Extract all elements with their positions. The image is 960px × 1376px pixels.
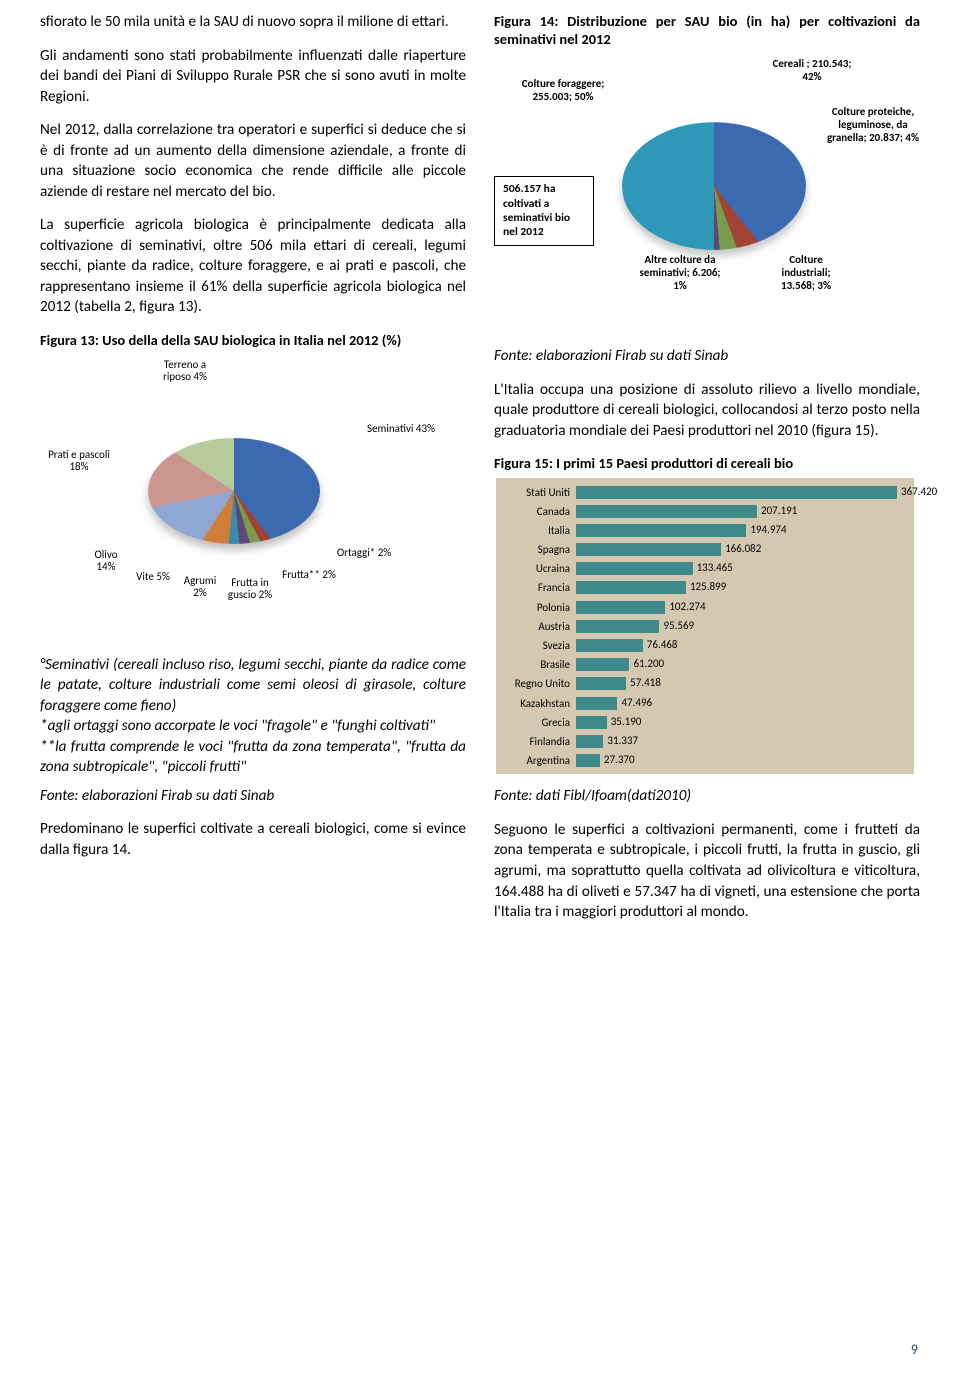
fig14-callout: 506.157 ha coltivati a seminativi bio ne… (494, 176, 594, 246)
slice-label: Seminativi 43% (366, 423, 436, 436)
page-number: 9 (911, 1341, 918, 1358)
right-column: Figura 14: Distribuzione per SAU bio (in… (494, 12, 920, 936)
fig13-note: °Seminativi (cereali incluso riso, legum… (40, 655, 466, 778)
bar-fill (576, 697, 617, 710)
bar-label: Regno Unito (496, 677, 576, 690)
slice-label: Agrumi 2% (176, 575, 224, 600)
bar-fill (576, 677, 626, 690)
bar-value: 31.337 (607, 734, 638, 747)
para: La superficie agricola biologica è princ… (40, 215, 466, 318)
bar-value: 76.468 (647, 638, 678, 651)
bar-label: Italia (496, 524, 576, 537)
bar-fill (576, 543, 721, 556)
bar-label: Ucraina (496, 562, 576, 575)
bar-label: Grecia (496, 716, 576, 729)
bar-fill (576, 754, 600, 767)
pie-chart (622, 122, 806, 250)
bar-value: 194.974 (750, 523, 786, 536)
bar-row: Regno Unito 57.418 (496, 674, 908, 693)
bar-label: Finlandia (496, 735, 576, 748)
bar-label: Argentina (496, 754, 576, 767)
slice-label: Terreno a riposo 4% (152, 359, 218, 384)
bar-row: Austria 95.569 (496, 617, 908, 636)
bar-row: Ucraina 133.465 (496, 559, 908, 578)
bar-row: Brasile 61.200 (496, 655, 908, 674)
bar-row: Svezia 76.468 (496, 636, 908, 655)
bar-row: Grecia 35.190 (496, 713, 908, 732)
fig15-source: Fonte: dati Fibl/Ifoam(dati2010) (494, 786, 920, 807)
bar-fill (576, 658, 629, 671)
bar-fill (576, 601, 665, 614)
para: sfiorato le 50 mila unità e la SAU di nu… (40, 12, 466, 33)
bar-label: Canada (496, 505, 576, 518)
slice-label: Frutta** 2% (282, 569, 336, 582)
bar-fill (576, 620, 659, 633)
slice-label: Colture proteiche, leguminose, da granel… (820, 106, 926, 144)
bar-value: 166.082 (725, 542, 761, 555)
bar-value: 61.200 (633, 657, 664, 670)
fig15-chart: Stati Uniti367.420 Canada 207.191 Italia 194… (494, 478, 920, 778)
bar-value: 57.418 (630, 676, 661, 689)
slice-label: Frutta in guscio 2% (222, 577, 278, 602)
para: Seguono le superfici a coltivazioni perm… (494, 820, 920, 923)
bar-fill (576, 486, 897, 499)
para: Predominano le superfici coltivate a cer… (40, 819, 466, 860)
slice-label: Colture industriali; 13.568; 3% (766, 254, 846, 292)
slice-label: Vite 5% (136, 571, 170, 584)
slice-label: Colture foraggere; 255.003; 50% (520, 78, 606, 103)
left-column: sfiorato le 50 mila unità e la SAU di nu… (40, 12, 466, 936)
slice-label: Altre colture da seminativi; 6.206; 1% (632, 254, 728, 292)
bar-label: Polonia (496, 601, 576, 614)
bar-fill (576, 524, 746, 537)
bar-value: 35.190 (611, 715, 642, 728)
slice-label: Ortaggi* 2% (336, 547, 392, 560)
bar-fill (576, 639, 643, 652)
bar-value: 27.370 (604, 753, 635, 766)
bar-fill (576, 505, 757, 518)
bar-row: Finlandia 31.337 (496, 732, 908, 751)
fig13-source: Fonte: elaborazioni Firab su dati Sinab (40, 786, 466, 807)
bar-row: Spagna 166.082 (496, 540, 908, 559)
bar-row: Francia 125.899 (496, 578, 908, 597)
bar-row: Stati Uniti367.420 (496, 482, 908, 501)
fig14-source: Fonte: elaborazioni Firab su dati Sinab (494, 346, 920, 367)
bar-value: 367.420 (901, 485, 937, 498)
slice-label: Cereali ; 210.543; 42% (764, 58, 860, 83)
bar-value: 95.569 (663, 619, 694, 632)
pie-chart (148, 438, 320, 544)
fig15-title: Figura 15: I primi 15 Paesi produttori d… (494, 454, 920, 472)
bar-fill (576, 581, 686, 594)
bar-value: 102.274 (669, 600, 705, 613)
bar-label: Francia (496, 581, 576, 594)
bar-label: Brasile (496, 658, 576, 671)
bar-row: Polonia 102.274 (496, 598, 908, 617)
bar-fill (576, 735, 603, 748)
slice-label: Prati e pascoli 18% (38, 449, 120, 474)
bar-label: Kazakhstan (496, 697, 576, 710)
bar-row: Canada 207.191 (496, 502, 908, 521)
bar-chart: Stati Uniti367.420 Canada 207.191 Italia 194… (496, 478, 914, 774)
para: Nel 2012, dalla correlazione tra operato… (40, 120, 466, 202)
bar-label: Spagna (496, 543, 576, 556)
bar-value: 207.191 (761, 504, 797, 517)
bar-label: Stati Uniti (496, 486, 576, 499)
bar-value: 47.496 (621, 696, 652, 709)
bar-value: 125.899 (690, 580, 726, 593)
bar-label: Svezia (496, 639, 576, 652)
bar-value: 133.465 (697, 561, 733, 574)
slice-label: Olivo 14% (86, 549, 126, 574)
para: L'Italia occupa una posizione di assolut… (494, 380, 920, 442)
bar-row: Kazakhstan 47.496 (496, 694, 908, 713)
bar-row: Argentina 27.370 (496, 751, 908, 770)
fig13-title: Figura 13: Uso della della SAU biologica… (40, 331, 466, 349)
fig14-chart: Colture foraggere; 255.003; 50% Cereali … (494, 58, 920, 338)
bar-label: Austria (496, 620, 576, 633)
bar-row: Italia 194.974 (496, 521, 908, 540)
para: Gli andamenti sono stati probabilmente i… (40, 46, 466, 108)
fig13-chart: Terreno a riposo 4% Seminativi 43% Prati… (40, 359, 466, 649)
bar-fill (576, 716, 607, 729)
fig14-title: Figura 14: Distribuzione per SAU bio (in… (494, 12, 920, 48)
bar-fill (576, 562, 693, 575)
